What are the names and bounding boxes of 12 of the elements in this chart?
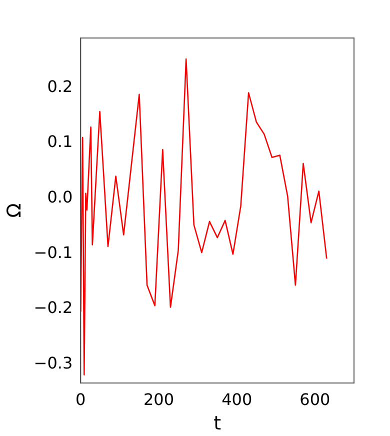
x-tick-label: 0 (76, 390, 86, 409)
y-tick-label: −0.2 (34, 298, 73, 318)
x-tick-label: 400 (222, 390, 252, 409)
y-tick-label: 0.1 (47, 132, 73, 152)
x-axis-title: t (214, 412, 222, 435)
y-tick-label: −0.3 (34, 353, 73, 372)
y-tick-label: 0.2 (47, 76, 73, 96)
y-tick-label: −0.1 (34, 242, 73, 262)
x-tick-label: 200 (143, 390, 174, 409)
x-tick-label: 600 (300, 390, 330, 409)
y-tick-label: 0.0 (47, 187, 73, 206)
y-axis-title: Ω (3, 203, 26, 218)
